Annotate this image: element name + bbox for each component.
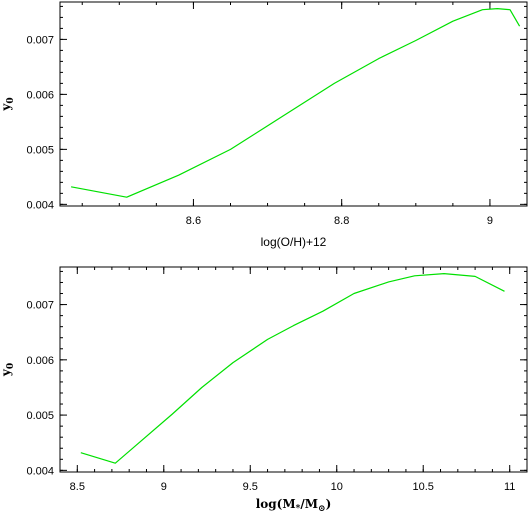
chart-panel-2: 8.5 9 9.5 10 10.5 11 0.004 0.005 0.006 0.007 y0 log… bbox=[0, 266, 528, 513]
y-tick-label: 0.007 bbox=[26, 34, 54, 46]
y-tick-label: 0.005 bbox=[26, 410, 54, 422]
y-axis-title: y0 bbox=[0, 363, 16, 377]
x-axis-title: log(M*/M⊙) bbox=[256, 497, 332, 513]
y-tick-label: 0.004 bbox=[26, 465, 54, 477]
x-tick-label: 8.6 bbox=[186, 215, 201, 227]
x-axis-title: log(O/H)+12 bbox=[261, 235, 327, 249]
series-line-1 bbox=[80, 273, 505, 464]
x-tick-label: 9.5 bbox=[243, 481, 258, 493]
x-tick-label: 8.8 bbox=[334, 215, 349, 227]
y-tick-label: 0.005 bbox=[26, 144, 54, 156]
x-tick-label: 10.5 bbox=[413, 481, 434, 493]
y-axis-title: y0 bbox=[0, 97, 16, 111]
y-tick-label: 0.004 bbox=[26, 199, 54, 211]
y-tick-label: 0.006 bbox=[26, 89, 54, 101]
x-tick-label: 8.5 bbox=[70, 481, 85, 493]
x-tick-label: 9 bbox=[161, 481, 167, 493]
series-line-1 bbox=[70, 8, 521, 198]
x-tick-label: 11 bbox=[504, 481, 515, 493]
plot-frame bbox=[59, 1, 528, 207]
plot-frame bbox=[59, 266, 528, 473]
x-tick-label: 9 bbox=[487, 215, 493, 227]
x-tick-label: 10 bbox=[331, 481, 343, 493]
y-tick-label: 0.007 bbox=[26, 300, 54, 312]
y-tick-label: 0.006 bbox=[26, 355, 54, 367]
chart-panel-1: 8.6 8.8 9 0.004 0.005 0.006 0.007 y0 log(O/H)+12 bbox=[0, 1, 528, 249]
